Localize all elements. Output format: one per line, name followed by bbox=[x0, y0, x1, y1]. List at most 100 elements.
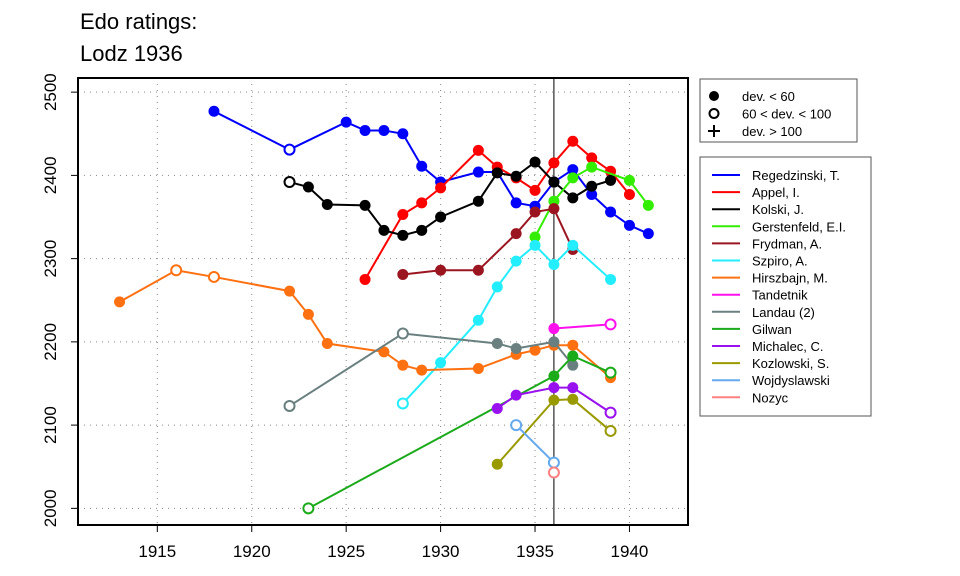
data-point-filled bbox=[491, 167, 503, 179]
data-point-filled bbox=[586, 180, 598, 192]
data-point-filled bbox=[472, 264, 484, 276]
data-point-open bbox=[302, 502, 315, 515]
data-point-filled bbox=[623, 219, 635, 231]
data-point-filled bbox=[435, 211, 447, 223]
data-point-filled bbox=[510, 389, 522, 401]
data-point-filled bbox=[302, 181, 314, 193]
series-tandetnik bbox=[548, 318, 617, 335]
data-point-filled bbox=[548, 157, 560, 169]
legend-label: Appel, I. bbox=[752, 185, 800, 200]
data-point-open bbox=[547, 456, 560, 469]
series-legend: Regedzinski, T. Appel, I. Kolski, J. Gerste… bbox=[699, 156, 872, 417]
legend-label: Michalec, C. bbox=[752, 339, 824, 354]
data-point-filled bbox=[321, 338, 333, 350]
data-point-filled bbox=[472, 314, 484, 326]
marker-legend-label: dev. < 60 bbox=[742, 89, 795, 104]
data-point-filled bbox=[378, 224, 390, 236]
series-legend-box bbox=[699, 156, 872, 417]
x-tick-label: 1935 bbox=[516, 542, 554, 561]
series-frydman-a bbox=[397, 203, 579, 280]
data-point-open bbox=[604, 318, 617, 331]
data-point-filled bbox=[397, 128, 409, 140]
data-point-filled bbox=[359, 124, 371, 136]
data-point-open bbox=[604, 406, 617, 419]
data-point-filled bbox=[623, 189, 635, 201]
marker-legend: dev. < 60 60 < dev. < 100 dev. > 100 bbox=[699, 78, 858, 143]
data-point-filled bbox=[359, 273, 371, 285]
series-kozlowski-s bbox=[491, 393, 617, 470]
series-kolski-j bbox=[283, 156, 617, 241]
data-point-filled bbox=[397, 359, 409, 371]
data-point-open bbox=[547, 466, 560, 479]
x-tick-label: 1940 bbox=[611, 542, 649, 561]
data-point-filled bbox=[642, 199, 654, 211]
series-regedzinski-t bbox=[208, 105, 654, 240]
marker-legend-label: 60 < dev. < 100 bbox=[742, 107, 831, 122]
y-tick-label: 2100 bbox=[41, 406, 60, 444]
data-point-filled bbox=[435, 182, 447, 194]
data-point-filled bbox=[359, 199, 371, 211]
grid bbox=[78, 78, 688, 525]
data-point-filled bbox=[416, 160, 428, 172]
legend-label: Frydman, A. bbox=[752, 236, 822, 251]
data-point-filled bbox=[567, 359, 579, 371]
x-tick-label: 1925 bbox=[327, 542, 365, 561]
x-tick-label: 1930 bbox=[422, 542, 460, 561]
data-point-filled bbox=[567, 192, 579, 204]
data-point-filled bbox=[397, 229, 409, 241]
legend-label: Szpiro, A. bbox=[752, 254, 808, 269]
y-tick-label: 2000 bbox=[41, 489, 60, 527]
x-tick-label: 1920 bbox=[233, 542, 271, 561]
marker-legend-label: dev. > 100 bbox=[742, 124, 802, 139]
data-point-filled bbox=[416, 224, 428, 236]
data-point-filled bbox=[491, 281, 503, 293]
plus-icon bbox=[708, 125, 720, 137]
data-point-filled bbox=[548, 394, 560, 406]
marker-legend-box bbox=[699, 78, 858, 143]
chart-title-line-1: Edo ratings: bbox=[80, 9, 197, 34]
data-point-filled bbox=[623, 174, 635, 186]
data-point-filled bbox=[567, 172, 579, 184]
series-line bbox=[553, 323, 611, 330]
data-point-filled bbox=[435, 264, 447, 276]
data-point-filled bbox=[586, 161, 598, 173]
data-point-filled bbox=[548, 176, 560, 188]
legend-label: Hirszbajn, M. bbox=[752, 271, 828, 286]
data-point-filled bbox=[567, 350, 579, 362]
x-tick-label: 1915 bbox=[138, 542, 176, 561]
data-point-filled bbox=[472, 144, 484, 156]
data-point-filled bbox=[416, 364, 428, 376]
data-point-open bbox=[170, 264, 183, 277]
data-point-filled bbox=[642, 228, 654, 240]
data-point-filled bbox=[548, 382, 560, 394]
open-circle-icon bbox=[708, 108, 720, 119]
data-point-filled bbox=[397, 209, 409, 221]
data-point-filled bbox=[529, 206, 541, 218]
y-tick-label: 2400 bbox=[41, 156, 60, 194]
data-point-open bbox=[283, 176, 296, 189]
data-point-filled bbox=[114, 296, 126, 308]
series-nozyc bbox=[547, 466, 560, 479]
data-point-filled bbox=[378, 346, 390, 358]
data-point-filled bbox=[548, 336, 560, 348]
series-line bbox=[119, 269, 612, 379]
data-point-filled bbox=[529, 231, 541, 243]
y-tick-label: 2500 bbox=[41, 73, 60, 111]
data-point-filled bbox=[548, 370, 560, 382]
data-point-filled bbox=[378, 124, 390, 136]
chart-title-line-2: Lodz 1936 bbox=[80, 41, 183, 66]
data-point-filled bbox=[586, 189, 598, 201]
data-point-filled bbox=[491, 402, 503, 414]
y-tick-label: 2200 bbox=[41, 323, 60, 361]
data-point-filled bbox=[548, 323, 560, 335]
series-line bbox=[307, 354, 611, 510]
series-michalec-c bbox=[491, 382, 617, 419]
data-point-filled bbox=[567, 382, 579, 394]
legend-label: Nozyc bbox=[752, 390, 789, 405]
data-point-filled bbox=[567, 339, 579, 351]
data-point-filled bbox=[208, 105, 220, 117]
data-point-filled bbox=[529, 156, 541, 168]
series-landau-2 bbox=[283, 327, 579, 412]
legend-label: Regedzinski, T. bbox=[752, 168, 840, 183]
